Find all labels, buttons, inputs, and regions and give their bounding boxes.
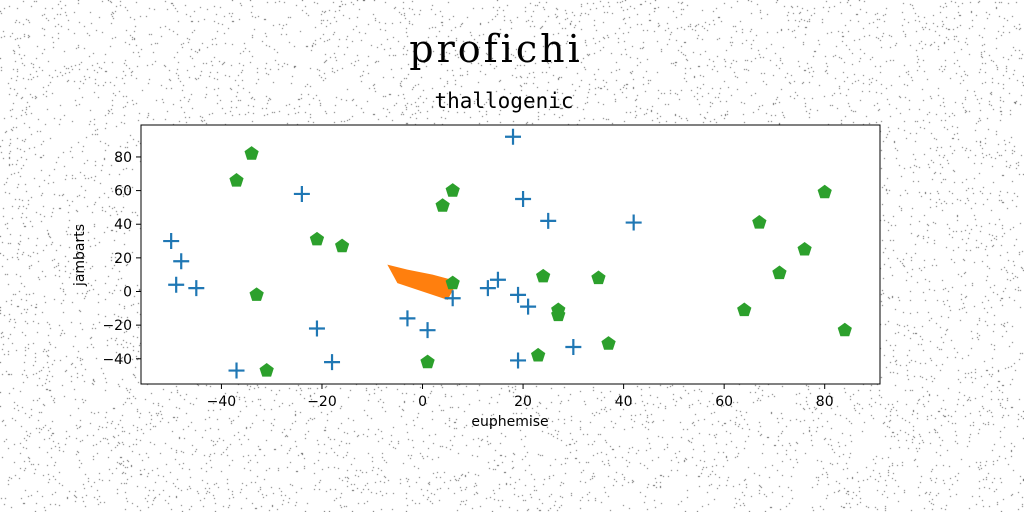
point-pentagon-12: [591, 270, 606, 285]
y-tick-label: −40: [102, 352, 132, 368]
point-plus-4: [625, 214, 642, 231]
point-plus-19: [510, 352, 527, 369]
x-axis: −40 −20 0 20 40 60 80: [207, 384, 834, 410]
point-pentagon-3: [435, 198, 450, 212]
point-pentagon-6: [797, 242, 812, 256]
x-tick-label: 20: [514, 394, 532, 410]
chart-title: thallogenic: [434, 89, 573, 113]
x-tick-label: 40: [615, 394, 633, 410]
polygon-layer: [387, 264, 458, 300]
point-pentagon-13: [249, 287, 264, 301]
y-tick-label: 80: [114, 150, 132, 166]
point-plus-6: [173, 253, 190, 270]
point-plus-9: [489, 271, 506, 288]
point-pentagon-17: [837, 322, 852, 337]
x-tick-label: 80: [816, 394, 834, 410]
figure-suptitle: profichi: [409, 27, 583, 71]
point-pentagon-9: [335, 238, 350, 253]
point-plus-7: [168, 276, 185, 293]
y-tick-label: 0: [123, 285, 132, 301]
marker-layer: [163, 128, 852, 379]
point-pentagon-1: [229, 173, 244, 187]
x-axis-label: euphemise: [471, 414, 548, 430]
point-pentagon-0: [244, 146, 259, 160]
point-pentagon-18: [601, 336, 616, 350]
x-tick-label: −20: [307, 394, 337, 410]
point-pentagon-19: [531, 347, 546, 362]
point-plus-0: [505, 128, 522, 145]
point-pentagon-7: [772, 265, 787, 280]
point-plus-1: [293, 185, 310, 202]
y-tick-label: 60: [114, 184, 132, 200]
point-pentagon-15: [551, 307, 566, 322]
point-pentagon-8: [309, 231, 325, 246]
point-pentagon-11: [536, 268, 551, 283]
y-axis: −40 −20 0 20 40 60 80: [102, 150, 141, 368]
point-pentagon-4: [817, 184, 832, 199]
point-plus-8: [188, 280, 205, 297]
plot-area: [141, 125, 880, 384]
point-pentagon-20: [420, 354, 435, 369]
point-plus-10: [479, 280, 496, 297]
point-plus-11: [510, 286, 527, 303]
point-plus-12: [520, 298, 537, 315]
x-tick-label: −40: [207, 394, 237, 410]
y-tick-label: 40: [114, 217, 132, 233]
point-pentagon-5: [752, 215, 767, 229]
y-tick-label: 20: [114, 251, 132, 267]
point-plus-17: [324, 354, 341, 371]
polygon-shape-0: [387, 264, 458, 300]
x-tick-label: 0: [418, 394, 427, 410]
point-plus-3: [540, 212, 557, 229]
point-plus-13: [444, 290, 461, 307]
point-plus-16: [419, 322, 436, 339]
point-plus-2: [515, 191, 532, 207]
point-plus-5: [163, 233, 180, 250]
point-plus-20: [565, 339, 582, 355]
point-plus-15: [399, 310, 416, 327]
point-pentagon-16: [737, 302, 752, 317]
plot-frame: [140, 124, 881, 385]
point-pentagon-10: [445, 275, 460, 290]
point-plus-18: [228, 362, 245, 379]
point-pentagon-2: [445, 183, 460, 197]
y-tick-label: −20: [102, 318, 132, 334]
point-plus-14: [308, 320, 325, 337]
x-tick-label: 60: [715, 394, 733, 410]
y-axis-label: jambarts: [72, 224, 88, 287]
point-pentagon-21: [259, 363, 274, 377]
